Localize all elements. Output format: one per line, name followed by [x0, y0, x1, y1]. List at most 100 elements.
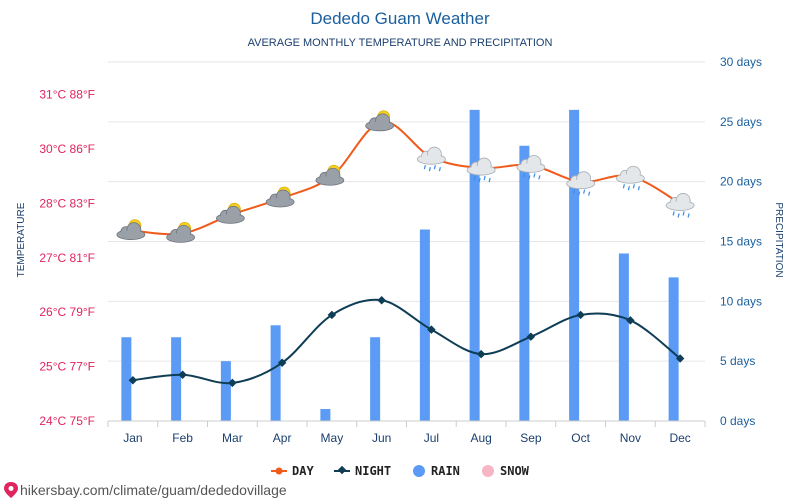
left-tick-label: 28°C 83°F — [39, 196, 95, 210]
cloud-icon — [615, 165, 645, 184]
rain-drop — [538, 175, 541, 180]
rain-bar — [121, 337, 132, 421]
x-tick-label: Jan — [123, 431, 142, 445]
night-markers — [128, 296, 685, 388]
rain-bar — [469, 109, 480, 421]
night-series-line — [132, 298, 681, 385]
rain-bar — [171, 337, 182, 421]
rain-bar — [519, 145, 530, 421]
cloud-icon — [665, 193, 695, 211]
rain-drop — [483, 175, 486, 181]
cloud-icon — [516, 154, 546, 173]
left-tick-label: 27°C 81°F — [39, 251, 95, 265]
rain-bar — [320, 409, 331, 421]
source-link[interactable]: hikersbay.com/climate/guam/dededovillage — [4, 482, 287, 498]
rain-drop — [588, 191, 591, 196]
legend-item-night[interactable]: NIGHT — [334, 464, 391, 478]
rain-drop — [438, 167, 441, 172]
legend-item-day[interactable]: DAY — [271, 464, 314, 478]
night-point — [128, 375, 138, 385]
cloud-icon — [166, 224, 196, 243]
right-tick-label: 10 days — [720, 294, 762, 308]
sun-cloud-icon — [315, 164, 345, 186]
legend-item-rain[interactable]: RAIN — [413, 464, 460, 478]
rain-drop — [428, 167, 431, 172]
night-point — [377, 296, 386, 305]
right-tick-label: 0 days — [720, 414, 755, 428]
x-tick-label: Oct — [571, 431, 590, 445]
cloud-icon — [416, 146, 446, 165]
cloud-icon — [315, 167, 345, 186]
right-tick-label: 5 days — [720, 354, 755, 368]
cloud-icon — [215, 205, 245, 224]
night-point — [476, 349, 486, 359]
rain-cloud-icon — [615, 165, 645, 191]
rain-bar — [618, 253, 629, 421]
rain-drop — [672, 211, 675, 216]
day-series-line — [132, 120, 681, 236]
rain-drop — [687, 213, 690, 218]
sun-cloud-icon — [215, 202, 245, 224]
rain-cloud-icon — [516, 154, 546, 180]
right-tick-label: 25 days — [720, 115, 762, 129]
x-tick-label: Jul — [424, 431, 439, 445]
x-tick-label: Mar — [222, 431, 243, 445]
rain-drop — [473, 175, 476, 181]
rain-drop — [627, 186, 630, 191]
right-axis-label: PRECIPITATION — [773, 202, 784, 277]
rain-drop — [423, 165, 426, 170]
weather-icons — [116, 110, 695, 243]
cloud-icon — [566, 171, 596, 190]
x-tick-label: Sep — [520, 431, 542, 445]
x-tick-label: Nov — [620, 431, 641, 445]
right-tick-label: 20 days — [720, 175, 762, 189]
rain-drop — [682, 211, 685, 216]
cloud-icon — [365, 113, 395, 132]
x-tick-label: Aug — [470, 431, 491, 445]
legend-day-label: DAY — [292, 464, 314, 478]
rain-drop — [573, 189, 576, 194]
x-tick-label: Feb — [172, 431, 193, 445]
left-tick-label: 31°C 88°F — [39, 88, 95, 102]
sun-cloud-icon — [116, 219, 146, 241]
night-point — [576, 310, 585, 320]
rain-drop — [677, 213, 680, 218]
grid-lines — [108, 61, 705, 362]
rain-drop — [478, 177, 481, 183]
rain-bar — [220, 361, 231, 421]
cloud-icon — [265, 189, 295, 208]
legend-item-snow[interactable]: SNOW — [482, 464, 530, 478]
cloud-icon — [466, 157, 496, 176]
x-tick-label: Dec — [669, 431, 690, 445]
rain-drop — [433, 165, 436, 170]
night-point — [626, 316, 635, 325]
rain-cloud-icon — [416, 146, 446, 172]
rain-drop — [583, 189, 586, 194]
sun-cloud-icon — [365, 110, 395, 132]
rain-bars — [121, 109, 679, 421]
rain-cloud-icon — [566, 171, 596, 196]
rain-cloud-icon — [665, 193, 695, 218]
legend-snow-label: SNOW — [500, 464, 530, 478]
left-tick-label: 25°C 77°F — [39, 360, 95, 374]
left-tick-label: 26°C 79°F — [39, 305, 95, 319]
rain-drop — [523, 173, 526, 178]
rain-bar — [569, 109, 580, 421]
rain-bar — [668, 277, 679, 421]
night-point — [427, 325, 436, 334]
rain-drop — [622, 184, 625, 189]
x-axis-ticks: Jan Feb Mar Apr May Jun Jul Aug Sep Oct Nov Dec — [107, 421, 706, 445]
legend-rain-label: RAIN — [431, 464, 460, 478]
right-tick-label: 15 days — [720, 235, 762, 249]
x-tick-label: Apr — [273, 431, 292, 445]
night-point — [277, 358, 287, 368]
x-tick-label: May — [321, 431, 344, 445]
location-pin-icon — [4, 482, 18, 498]
sun-cloud-icon — [166, 221, 196, 243]
rain-bar — [270, 325, 281, 421]
rain-drop — [533, 173, 536, 178]
rain-cloud-icon — [466, 157, 496, 183]
legend-night-label: NIGHT — [355, 464, 391, 478]
rain-drop — [488, 177, 491, 183]
